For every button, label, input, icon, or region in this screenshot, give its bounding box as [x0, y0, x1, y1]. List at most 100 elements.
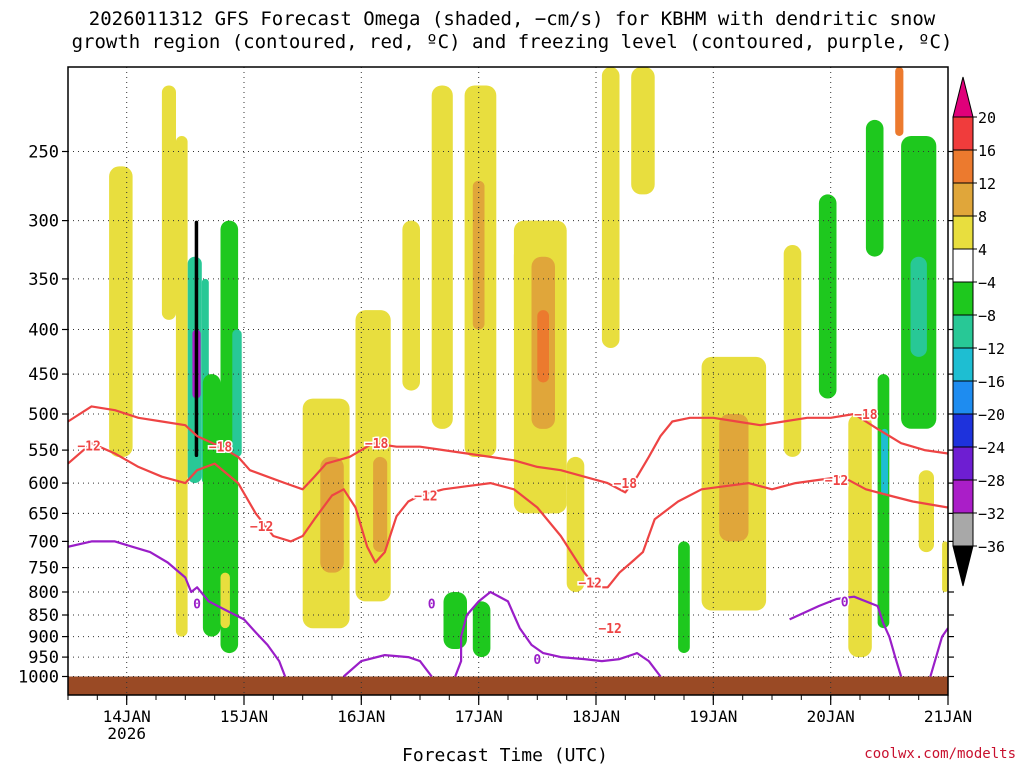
chart-title-line-2: growth region (contoured, red, ºC) and f… — [71, 31, 953, 53]
colorbar-bin — [952, 248, 974, 283]
y-tick-label: 1000 — [18, 668, 59, 688]
colorbar-bin — [952, 116, 974, 151]
dgz-contour-label: −12 — [250, 520, 273, 535]
freezing-level-line — [68, 540, 287, 677]
omega-region — [601, 67, 620, 348]
omega-region — [918, 470, 934, 553]
freezing-level-line — [929, 627, 948, 677]
y-tick-label: 950 — [28, 648, 59, 668]
dgz-contour-label: −12 — [414, 490, 437, 505]
omega-region — [220, 220, 239, 654]
x-tick-label: 21JAN — [924, 707, 972, 726]
colorbar-bin — [952, 512, 974, 547]
y-tick-label: 650 — [28, 504, 59, 524]
omega-region — [783, 245, 802, 457]
omega-region — [877, 374, 890, 629]
y-tick-label: 400 — [28, 321, 59, 341]
dgz-contour-label: −18 — [365, 437, 389, 452]
y-tick-label: 750 — [28, 559, 59, 579]
colorbar-label: −4 — [978, 274, 996, 292]
colorbar-label: −16 — [978, 373, 1005, 391]
colorbar-label: 12 — [978, 175, 996, 193]
dgz-contour-label: −18 — [614, 477, 638, 492]
y-tick-label: 250 — [28, 143, 59, 163]
credit-link[interactable]: coolwx.com/modelts — [864, 746, 1016, 762]
colorbar-label: −36 — [978, 538, 1005, 556]
colorbar-bin — [952, 314, 974, 349]
colorbar-label: −28 — [978, 472, 1005, 490]
dgz-contour-label: −12 — [598, 622, 621, 637]
omega-region — [161, 85, 176, 320]
omega-region — [320, 456, 344, 573]
omega-region — [818, 194, 837, 399]
colorbar-label: −24 — [978, 439, 1005, 457]
y-tick-label: 550 — [28, 441, 59, 461]
omega-region — [895, 67, 904, 136]
x-tick-label: 20JAN — [807, 707, 855, 726]
colorbar-label: 8 — [978, 208, 987, 226]
colorbar-bin — [952, 281, 974, 316]
freezing-level-label: 0 — [193, 598, 201, 613]
omega-region — [910, 256, 927, 357]
omega-region — [109, 166, 133, 457]
colorbar-bottom-arrow — [952, 545, 974, 587]
omega-region — [537, 310, 549, 383]
surface-terrain — [68, 676, 948, 695]
omega-region — [865, 119, 884, 257]
chart-title-line-1: 2026011312 GFS Forecast Omega (shaded, −… — [88, 8, 936, 30]
freezing-level-line — [342, 654, 433, 678]
y-tick-label: 350 — [28, 270, 59, 290]
omega-region — [220, 572, 230, 629]
y-tick-label: 900 — [28, 628, 59, 648]
x-tick-label: 19JAN — [689, 707, 737, 726]
colorbar-bin — [952, 380, 974, 415]
x-tick-label: 14JAN — [103, 707, 151, 726]
colorbar-bin — [952, 347, 974, 382]
colorbar-label: 4 — [978, 241, 987, 259]
omega-region — [566, 456, 585, 592]
omega-region — [472, 601, 491, 658]
omega-region — [678, 541, 690, 653]
colorbar-bin — [952, 149, 974, 184]
colorbar-bin — [952, 215, 974, 250]
y-tick-label: 500 — [28, 405, 59, 425]
x-tick-label: 15JAN — [220, 707, 268, 726]
omega-region — [431, 85, 453, 429]
omega-region — [194, 220, 199, 457]
colorbar-label: −12 — [978, 340, 1005, 358]
dgz-contour-label: −18 — [854, 408, 878, 423]
y-tick-label: 800 — [28, 583, 59, 603]
omega-region — [402, 220, 420, 391]
colorbar-label: −20 — [978, 406, 1005, 424]
dgz-contour-label: −18 — [209, 441, 233, 456]
colorbar-top-arrow — [952, 76, 974, 118]
y-tick-label: 700 — [28, 532, 59, 552]
omega-region — [881, 428, 889, 496]
freezing-level-line — [454, 590, 662, 678]
x-tick-sublabel: 2026 — [107, 724, 146, 743]
colorbar-bin — [952, 413, 974, 448]
y-tick-label: 600 — [28, 474, 59, 494]
dgz-contour-line — [68, 405, 948, 494]
omega-region — [232, 329, 242, 457]
freezing-level-line — [789, 595, 903, 677]
x-tick-label: 18JAN — [572, 707, 620, 726]
freezing-level-label: 0 — [428, 598, 436, 613]
y-tick-label: 450 — [28, 365, 59, 385]
dgz-contour-label: −12 — [578, 576, 601, 591]
x-axis-label: Forecast Time (UTC) — [402, 745, 608, 766]
colorbar-label: −8 — [978, 307, 996, 325]
colorbar-label: 16 — [978, 142, 996, 160]
dgz-contour-label: −12 — [825, 474, 848, 489]
omega-region — [373, 456, 388, 553]
x-tick-label: 17JAN — [455, 707, 503, 726]
omega-region — [175, 136, 188, 637]
omega-region — [719, 414, 749, 542]
omega-region — [443, 592, 467, 649]
colorbar-bin — [952, 182, 974, 217]
omega-region — [942, 541, 948, 592]
colorbar-bin — [952, 446, 974, 481]
omega-region — [472, 180, 485, 330]
